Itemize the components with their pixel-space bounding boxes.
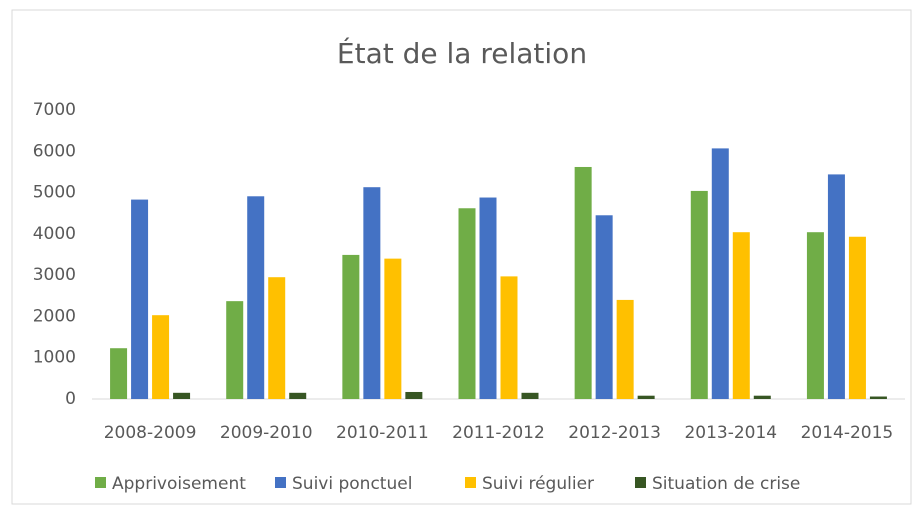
bar bbox=[574, 166, 592, 399]
bar bbox=[616, 299, 634, 399]
legend-swatch bbox=[95, 477, 106, 488]
bar bbox=[131, 199, 149, 399]
y-tick-label: 0 bbox=[65, 389, 76, 409]
bar bbox=[173, 392, 191, 399]
legend-label: Suivi régulier bbox=[482, 474, 594, 494]
x-tick-label: 2014-2015 bbox=[801, 423, 894, 443]
bar bbox=[384, 258, 402, 399]
bar bbox=[753, 395, 771, 399]
legend-swatch bbox=[635, 477, 646, 488]
legend-swatch bbox=[275, 477, 286, 488]
bar bbox=[226, 301, 244, 399]
y-tick-label: 6000 bbox=[33, 141, 76, 161]
y-tick-label: 4000 bbox=[33, 224, 76, 244]
bar bbox=[152, 315, 170, 399]
x-tick-label: 2013-2014 bbox=[684, 423, 777, 443]
bar bbox=[521, 392, 539, 399]
bar bbox=[595, 215, 613, 399]
bar bbox=[848, 236, 866, 399]
bar bbox=[690, 190, 708, 399]
legend-label: Situation de crise bbox=[652, 474, 800, 494]
y-tick-label: 7000 bbox=[33, 100, 76, 120]
x-tick-label: 2009-2010 bbox=[220, 423, 313, 443]
x-tick-label: 2011-2012 bbox=[452, 423, 545, 443]
bar bbox=[500, 276, 518, 399]
bar bbox=[806, 232, 824, 399]
x-tick-label: 2010-2011 bbox=[336, 423, 429, 443]
bar bbox=[110, 348, 128, 399]
bar bbox=[732, 232, 750, 399]
bar bbox=[405, 391, 423, 399]
legend-label: Apprivoisement bbox=[112, 474, 246, 494]
bar bbox=[479, 197, 497, 399]
bar bbox=[268, 277, 286, 399]
bar bbox=[247, 196, 265, 399]
x-tick-label: 2008-2009 bbox=[104, 423, 197, 443]
bar bbox=[827, 174, 845, 399]
bar bbox=[289, 392, 307, 399]
y-tick-label: 1000 bbox=[33, 348, 76, 368]
y-tick-label: 3000 bbox=[33, 265, 76, 285]
bar bbox=[363, 187, 381, 399]
chart-title: État de la relation bbox=[337, 36, 587, 70]
bar bbox=[342, 254, 360, 399]
x-tick-label: 2012-2013 bbox=[568, 423, 661, 443]
bar bbox=[869, 396, 887, 399]
bar bbox=[458, 208, 476, 399]
bar bbox=[711, 148, 729, 399]
bar bbox=[637, 395, 655, 399]
y-tick-label: 2000 bbox=[33, 306, 76, 326]
y-tick-label: 5000 bbox=[33, 183, 76, 203]
legend-label: Suivi ponctuel bbox=[292, 474, 412, 494]
legend-swatch bbox=[465, 477, 476, 488]
